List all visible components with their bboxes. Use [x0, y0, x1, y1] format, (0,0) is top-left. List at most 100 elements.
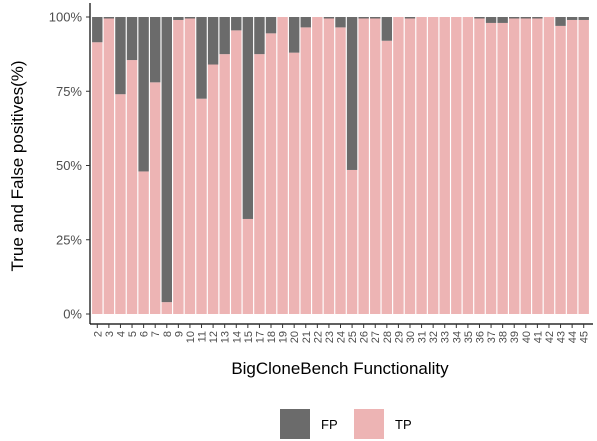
- bar-fp-28: [381, 17, 393, 41]
- x-tick-label: 22: [312, 331, 324, 343]
- bar-tp-12: [207, 64, 219, 315]
- x-tick-label: 23: [324, 331, 336, 343]
- bar-tp-17: [254, 54, 265, 315]
- x-tick-label: 20: [289, 331, 301, 343]
- y-tick-label: 50%: [56, 158, 82, 173]
- x-tick-label: 19: [278, 331, 290, 343]
- x-tick-label: 2: [92, 331, 104, 337]
- x-tick-label: 18: [266, 331, 278, 343]
- x-tick-label: 28: [382, 331, 394, 343]
- y-tick-label: 0%: [63, 307, 82, 322]
- bar-tp-19: [277, 17, 288, 314]
- x-tick-label: 10: [185, 331, 197, 343]
- bar-fp-23: [323, 17, 335, 19]
- legend-label-tp: TP: [395, 417, 412, 432]
- x-tick-label: 27: [370, 331, 382, 343]
- bar-fp-9: [173, 17, 184, 20]
- bar-fp-30: [404, 17, 416, 19]
- x-tick-label: 45: [579, 331, 591, 343]
- bar-tp-24: [335, 27, 346, 314]
- bar-tp-45: [578, 19, 589, 314]
- legend-label-fp: FP: [321, 417, 338, 432]
- y-tick-label: 25%: [56, 232, 82, 247]
- legend-swatch-tp: [354, 409, 384, 439]
- x-tick-label: 24: [336, 331, 348, 343]
- x-tick-label: 38: [498, 331, 510, 343]
- bar-tp-20: [288, 52, 300, 314]
- bar-tp-33: [439, 17, 450, 314]
- x-tick-label: 36: [474, 331, 486, 343]
- x-tick-label: 37: [486, 331, 498, 343]
- bar-fp-26: [358, 17, 369, 19]
- x-tick-label: 21: [301, 331, 313, 343]
- bar-fp-21: [300, 17, 311, 28]
- x-tick-label: 12: [208, 331, 220, 343]
- bar-fp-27: [370, 17, 381, 19]
- bar-tp-28: [381, 40, 393, 314]
- bar-tp-43: [555, 25, 566, 314]
- bar-fp-39: [509, 17, 520, 19]
- x-tick-label: 17: [254, 331, 266, 343]
- x-tick-label: 33: [440, 331, 452, 343]
- bar-tp-25: [346, 169, 358, 314]
- x-tick-label: 11: [197, 331, 209, 342]
- bar-fp-18: [265, 17, 277, 34]
- bar-fp-13: [219, 17, 230, 55]
- bars-layer: [92, 17, 589, 315]
- x-tick-label: 3: [104, 331, 116, 337]
- bar-tp-18: [265, 33, 277, 315]
- x-tick-label: 4: [115, 331, 127, 337]
- bar-tp-11: [196, 98, 207, 315]
- x-tick-label: 13: [220, 331, 232, 343]
- y-tick-label: 100%: [49, 10, 83, 25]
- x-tick-label: 31: [417, 331, 429, 343]
- bar-fp-24: [335, 17, 346, 28]
- bar-tp-10: [184, 18, 196, 315]
- bar-tp-2: [92, 42, 103, 314]
- bar-tp-7: [149, 82, 161, 314]
- x-tick-label: 30: [405, 331, 417, 343]
- bar-tp-15: [242, 218, 254, 314]
- bar-fp-36: [474, 17, 485, 19]
- bar-fp-7: [149, 17, 161, 83]
- legend-swatch-fp: [280, 409, 310, 439]
- bar-tp-35: [462, 17, 474, 314]
- x-tick-label: 5: [127, 331, 139, 337]
- x-tick-label: 39: [509, 331, 521, 343]
- bar-fp-12: [207, 17, 219, 65]
- legend: FP TP: [280, 409, 412, 439]
- bar-fp-38: [497, 17, 508, 23]
- bar-tp-38: [497, 22, 508, 314]
- x-tick-label: 25: [347, 331, 359, 343]
- bar-fp-40: [520, 17, 532, 19]
- bar-tp-8: [161, 302, 172, 314]
- bar-fp-25: [346, 17, 358, 170]
- bar-fp-6: [138, 17, 149, 172]
- x-tick-label: 26: [359, 331, 371, 343]
- x-tick-label: 6: [139, 331, 151, 337]
- x-tick-label: 29: [393, 331, 405, 343]
- bar-fp-15: [242, 17, 254, 219]
- bar-tp-13: [219, 54, 230, 315]
- x-tick-label: 40: [521, 331, 533, 343]
- bar-tp-4: [115, 94, 126, 314]
- bar-fp-8: [161, 17, 172, 303]
- bar-fp-44: [566, 17, 578, 20]
- bar-fp-2: [92, 17, 103, 43]
- bar-fp-14: [231, 17, 242, 31]
- bar-fp-43: [555, 17, 566, 26]
- bar-fp-5: [126, 17, 138, 61]
- bar-tp-27: [370, 18, 381, 315]
- y-axis-title: True and False positives(%): [8, 60, 27, 271]
- bar-fp-45: [578, 17, 589, 20]
- bar-tp-37: [485, 22, 497, 314]
- bar-tp-34: [451, 17, 462, 314]
- bar-tp-44: [566, 19, 578, 314]
- bar-tp-26: [358, 18, 369, 315]
- bar-tp-21: [300, 27, 311, 314]
- x-tick-label: 44: [567, 331, 579, 343]
- bar-fp-3: [103, 17, 115, 19]
- bar-tp-14: [231, 30, 242, 315]
- bar-tp-22: [312, 17, 323, 314]
- x-tick-label: 43: [556, 331, 568, 343]
